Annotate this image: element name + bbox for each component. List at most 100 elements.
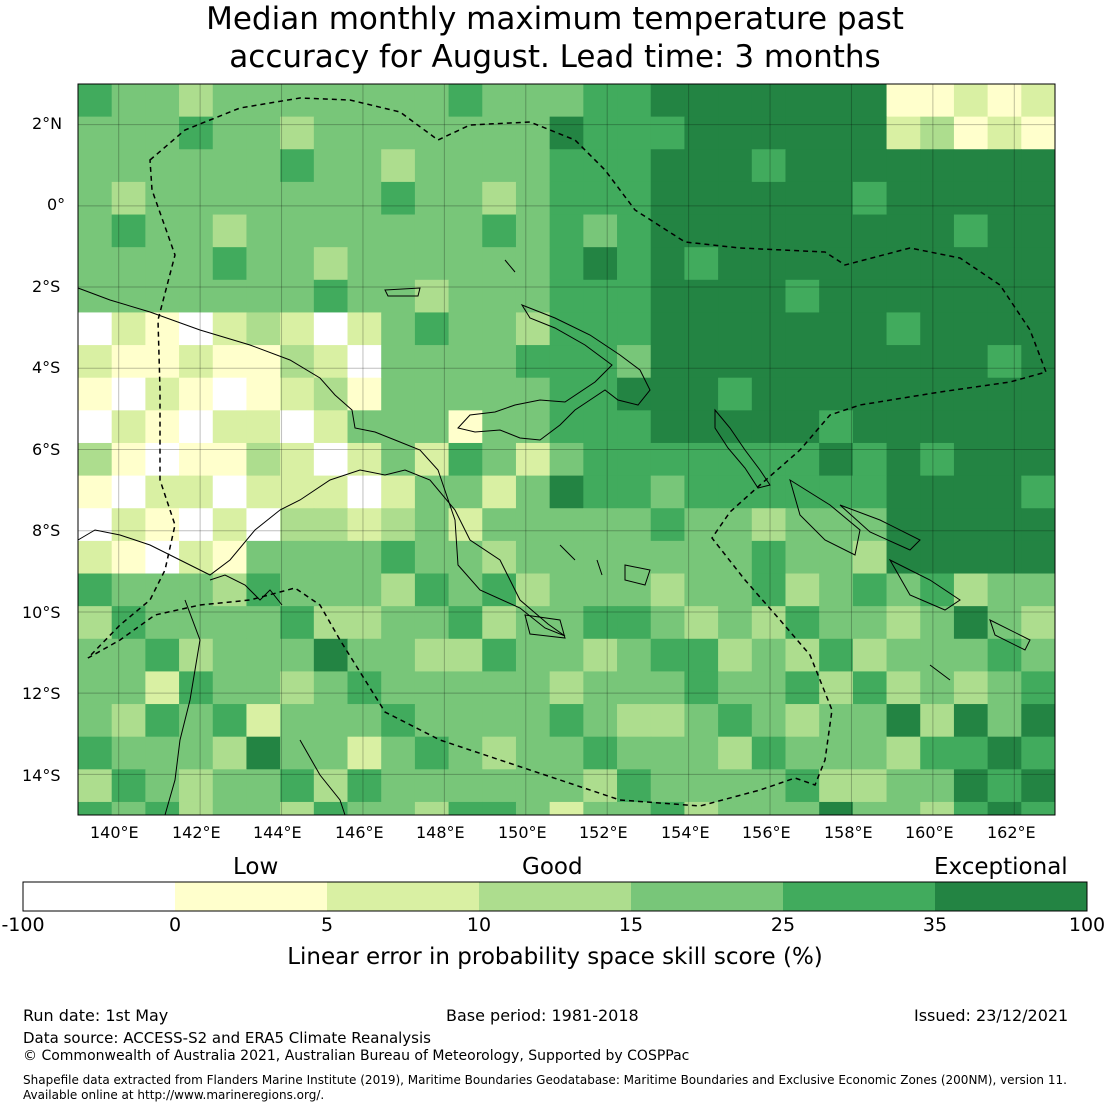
grid-cell	[179, 540, 214, 575]
grid-cell	[751, 312, 786, 346]
grid-cell	[819, 116, 854, 150]
grid-cell	[852, 704, 888, 738]
colorbar-swatch-2	[327, 882, 479, 911]
grid-cell	[381, 312, 416, 346]
grid-cell	[212, 116, 247, 150]
grid-cell	[852, 475, 888, 509]
grid-cell	[347, 704, 382, 738]
grid-cell	[78, 345, 113, 379]
grid-cell	[111, 769, 146, 803]
grid-cell	[718, 279, 753, 313]
grid-cell	[684, 540, 719, 575]
grid-cell	[78, 377, 113, 411]
grid-cell	[448, 247, 483, 281]
grid-cell	[414, 345, 450, 379]
grid-cell	[145, 116, 180, 150]
grid-cell	[111, 573, 146, 607]
grid-cell	[718, 84, 753, 118]
grid-cell	[617, 606, 652, 640]
grid-cell	[819, 84, 854, 118]
grid-cell	[145, 736, 180, 770]
grid-cell	[111, 475, 146, 509]
grid-cell	[617, 214, 652, 248]
grid-cell	[886, 377, 921, 411]
grid-cell	[212, 377, 247, 411]
grid-cell	[718, 181, 753, 216]
grid-cell	[650, 345, 685, 379]
coastlines	[77, 259, 1031, 816]
grid-cell	[515, 84, 551, 118]
grid-cell	[718, 638, 753, 672]
grid-cell	[313, 736, 349, 770]
grid-cell	[819, 475, 854, 509]
grid-cell	[280, 769, 315, 803]
grid-cell	[482, 312, 517, 346]
x-tick-label: 152°E	[579, 823, 628, 842]
grid-cell	[549, 149, 584, 183]
grid-cell	[212, 475, 247, 509]
grid-cell	[145, 801, 180, 815]
x-tick-label: 162°E	[987, 823, 1036, 842]
grid-cell	[785, 508, 820, 542]
grid-cell	[617, 801, 652, 815]
grid-cell	[381, 84, 416, 118]
grid-cell	[280, 410, 315, 444]
grid-cell	[313, 573, 349, 607]
grid-cell	[583, 801, 618, 815]
grid-cell	[886, 671, 921, 705]
gridlines	[78, 84, 1055, 815]
grid-cell	[515, 573, 551, 607]
grid-cell	[179, 181, 214, 216]
grid-cell	[414, 769, 450, 803]
grid-cell	[111, 214, 146, 248]
grid-cell	[515, 149, 551, 183]
grid-cell	[886, 475, 921, 509]
grid-cell	[414, 247, 450, 281]
grid-cell	[1021, 181, 1055, 216]
grid-cell	[987, 84, 1022, 118]
colorbar-label: 0	[168, 914, 182, 936]
grid-cell	[313, 116, 349, 150]
grid-cell	[313, 247, 349, 281]
grid-cell	[381, 638, 416, 672]
grid-cell	[448, 116, 483, 150]
grid-cell	[280, 377, 315, 411]
grid-cell	[1021, 345, 1055, 379]
colorbar-label: 35	[922, 914, 948, 936]
grid-cell	[819, 671, 854, 705]
grid-cell	[212, 247, 247, 281]
grid-cell	[448, 508, 483, 542]
grid-cell	[313, 704, 349, 738]
grid-cell	[145, 769, 180, 803]
grid-cell	[448, 181, 483, 216]
title-line-2: accuracy for August. Lead time: 3 months	[229, 39, 881, 75]
y-tick-label: 10°S	[22, 603, 61, 622]
grid-cell	[111, 312, 146, 346]
grid-cell	[515, 508, 551, 542]
grid-cell	[819, 606, 854, 640]
grid-cell	[414, 573, 450, 607]
grid-cell	[583, 377, 618, 411]
grid-cell	[381, 508, 416, 542]
grid-cell	[819, 769, 854, 803]
grid-cell	[448, 769, 483, 803]
grid-cell	[448, 475, 483, 509]
grid-cell	[549, 442, 584, 477]
grid-cell	[515, 801, 551, 815]
grid-cell	[852, 181, 888, 216]
grid-cell	[617, 279, 652, 313]
grid-cell	[684, 801, 719, 815]
grid-cell	[953, 508, 989, 542]
grid-cell	[718, 345, 753, 379]
grid-cell	[617, 442, 652, 477]
base-period: Base period: 1981-2018	[446, 1006, 639, 1025]
grid-cell	[280, 508, 315, 542]
x-tick-label: 148°E	[416, 823, 465, 842]
grid-cell	[381, 214, 416, 248]
grid-cell	[684, 475, 719, 509]
grid-cell	[448, 540, 483, 575]
grid-cell	[718, 508, 753, 542]
grid-cell	[246, 671, 281, 705]
grid-cell	[515, 704, 551, 738]
grid-cell	[751, 442, 786, 477]
